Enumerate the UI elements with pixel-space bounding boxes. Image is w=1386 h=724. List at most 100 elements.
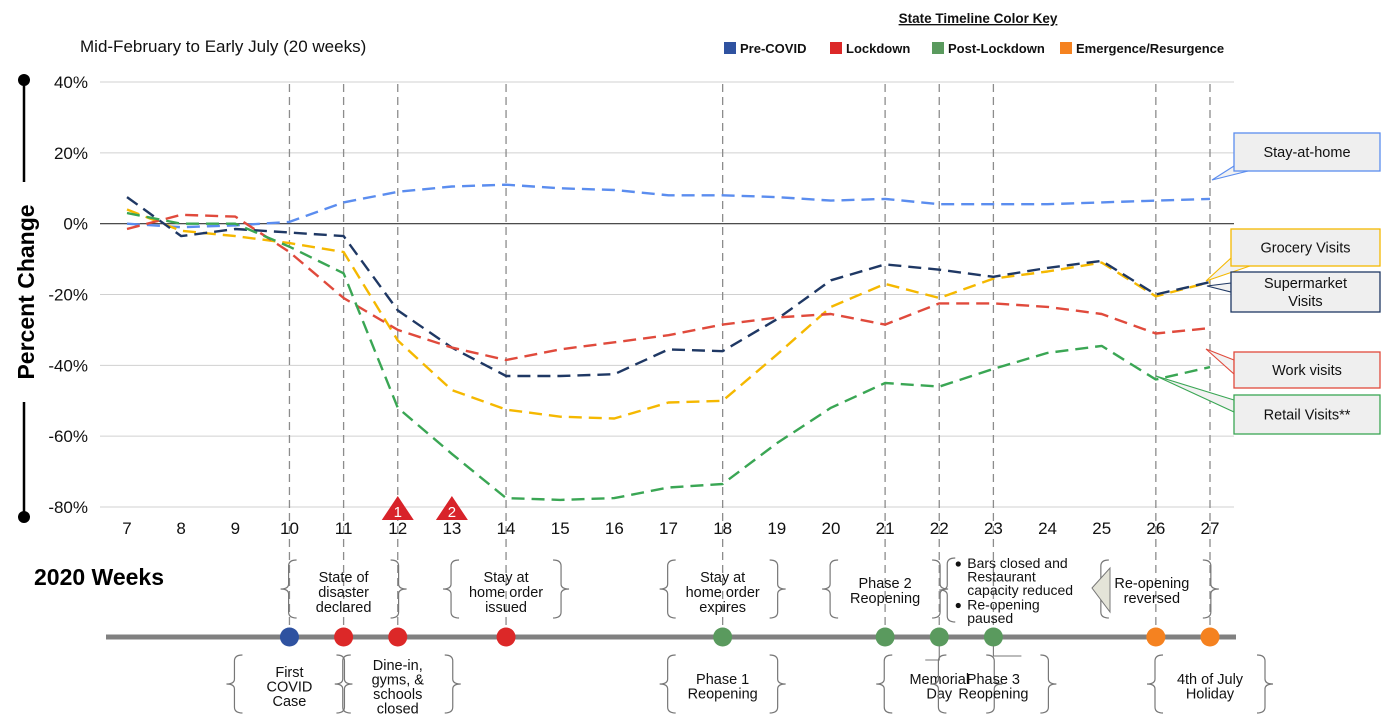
callout-label: Retail Visits** xyxy=(1264,408,1351,424)
x-tick-label: 27 xyxy=(1201,519,1220,538)
timeline-dot-lockdown xyxy=(496,627,516,647)
callout-box xyxy=(1233,351,1381,389)
event-brace-right xyxy=(1256,654,1274,714)
event-brace-right xyxy=(336,654,353,714)
upper-event-label: disaster xyxy=(318,585,369,601)
x-tick-label: 14 xyxy=(497,519,516,538)
y-tick-label: -80% xyxy=(48,498,88,517)
x-axis: 7 8 9 10 11 12 13 14 15 16 17 18 19 20 21 22 23 24 25 26 27 xyxy=(122,519,1219,538)
bullet-event-text: Bars closed and xyxy=(967,555,1067,571)
legend-swatch xyxy=(1060,42,1072,54)
event-brace-left xyxy=(822,559,839,619)
series-line-work xyxy=(126,213,1211,362)
series-callouts: Stay-at-home Grocery Visits Supermarket Vis… xyxy=(1155,132,1381,435)
timeline-dot-post_lockdown xyxy=(713,627,733,647)
legend-swatch xyxy=(724,42,736,54)
timeline-dot-post_lockdown xyxy=(929,627,949,647)
x-tick-label: 9 xyxy=(231,519,240,538)
lower-event-label: Day xyxy=(926,687,953,703)
bullet-brace xyxy=(939,557,956,623)
event-brace-right xyxy=(986,654,1003,714)
upper-event-label: Reopening xyxy=(850,591,920,607)
lower-event-label: schools xyxy=(373,687,422,703)
legend-label: Post-Lockdown xyxy=(948,41,1045,56)
lower-event-label: Phase 1 xyxy=(696,672,749,688)
event-brace-right xyxy=(769,559,786,619)
legend-swatch xyxy=(830,42,842,54)
y-axis: 40% 20% 0% -20% -40% -60% -80% xyxy=(18,73,88,523)
x-tick-label: 8 xyxy=(176,519,185,538)
lower-event-label: Dine-in, xyxy=(373,658,423,674)
x-tick-label: 25 xyxy=(1092,519,1111,538)
y-axis-top-dot xyxy=(18,74,30,86)
event-brace-right xyxy=(769,654,786,714)
legend-label: Lockdown xyxy=(846,41,910,56)
series-line-retail xyxy=(126,211,1211,502)
timeline-dot-emergence xyxy=(1200,627,1220,647)
callout-label: Supermarket xyxy=(1264,276,1347,292)
legend-swatch xyxy=(932,42,944,54)
triangle-marker xyxy=(435,496,468,520)
lower-event-label: Reopening xyxy=(958,687,1028,703)
event-brace-right xyxy=(1202,559,1219,619)
x-tick-label: 7 xyxy=(122,519,131,538)
y-axis-title: Percent Change xyxy=(13,204,39,379)
upper-event-label: expires xyxy=(699,600,746,616)
legend-label: Emergence/Resurgence xyxy=(1076,41,1224,56)
x-tick-label: 17 xyxy=(659,519,678,538)
x-axis-title: 2020 Weeks xyxy=(34,564,164,590)
x-tick-label: 26 xyxy=(1146,519,1165,538)
timeline-dot-pre_covid xyxy=(279,627,299,647)
x-tick-label: 12 xyxy=(388,519,407,538)
event-brace-left xyxy=(659,654,676,714)
lower-event-label: Memorial xyxy=(909,672,969,688)
callout-box xyxy=(1230,271,1381,313)
upper-event-label: Stay at xyxy=(483,570,528,586)
series-lines xyxy=(126,183,1211,502)
callout-label: Stay-at-home xyxy=(1263,145,1350,161)
y-tick-label: 20% xyxy=(54,144,88,163)
timeline-dot-post_lockdown xyxy=(875,627,895,647)
x-tick-label: 24 xyxy=(1038,519,1057,538)
lower-event-label: Case xyxy=(273,694,307,710)
event-brace-right xyxy=(553,559,570,619)
x-tick-label: 10 xyxy=(280,519,299,538)
upper-event-label: issued xyxy=(485,600,527,616)
event-brace-right xyxy=(390,559,407,619)
x-tick-label: 18 xyxy=(713,519,732,538)
x-tick-label: 20 xyxy=(821,519,840,538)
bullet-dot xyxy=(955,561,961,567)
bullet-event-text: paused xyxy=(967,610,1013,626)
triangle-marker-label: 1 xyxy=(394,504,402,521)
event-brace-left xyxy=(1146,654,1164,714)
lower-event-label: 4th of July xyxy=(1177,672,1244,688)
lower-event-label: Reopening xyxy=(688,687,758,703)
x-tick-label: 16 xyxy=(605,519,624,538)
series-line-supermarket xyxy=(126,196,1211,378)
chart-title: Mid-February to Early July (20 weeks) xyxy=(80,37,366,56)
triangle-marker xyxy=(381,496,414,520)
y-axis-bottom-dot xyxy=(18,511,30,523)
event-brace-left xyxy=(280,559,297,619)
bullet-event-text: Re-opening xyxy=(967,597,1039,613)
x-tick-label: 21 xyxy=(876,519,895,538)
x-tick-label: 23 xyxy=(984,519,1003,538)
lower-event-label: COVID xyxy=(266,680,312,696)
bullet-dot xyxy=(955,602,961,609)
timeline-dot-emergence xyxy=(1146,627,1166,647)
event-brace-left xyxy=(334,654,351,714)
upper-event-label: Phase 2 xyxy=(858,576,911,592)
x-tick-label: 11 xyxy=(335,519,353,538)
timeline-dot-post_lockdown xyxy=(983,627,1003,647)
upper-event-label: home order xyxy=(686,585,760,601)
x-tick-label: 22 xyxy=(930,519,949,538)
legend-label: Pre-COVID xyxy=(740,41,806,56)
x-tick-label: 13 xyxy=(442,519,461,538)
callout-label: Visits xyxy=(1288,294,1322,310)
lower-event-label: First xyxy=(275,665,303,681)
reopening-arrow xyxy=(1091,566,1111,614)
event-brace-left xyxy=(443,559,460,619)
timeline-dot-lockdown xyxy=(388,627,408,647)
callout-box xyxy=(1233,132,1381,172)
